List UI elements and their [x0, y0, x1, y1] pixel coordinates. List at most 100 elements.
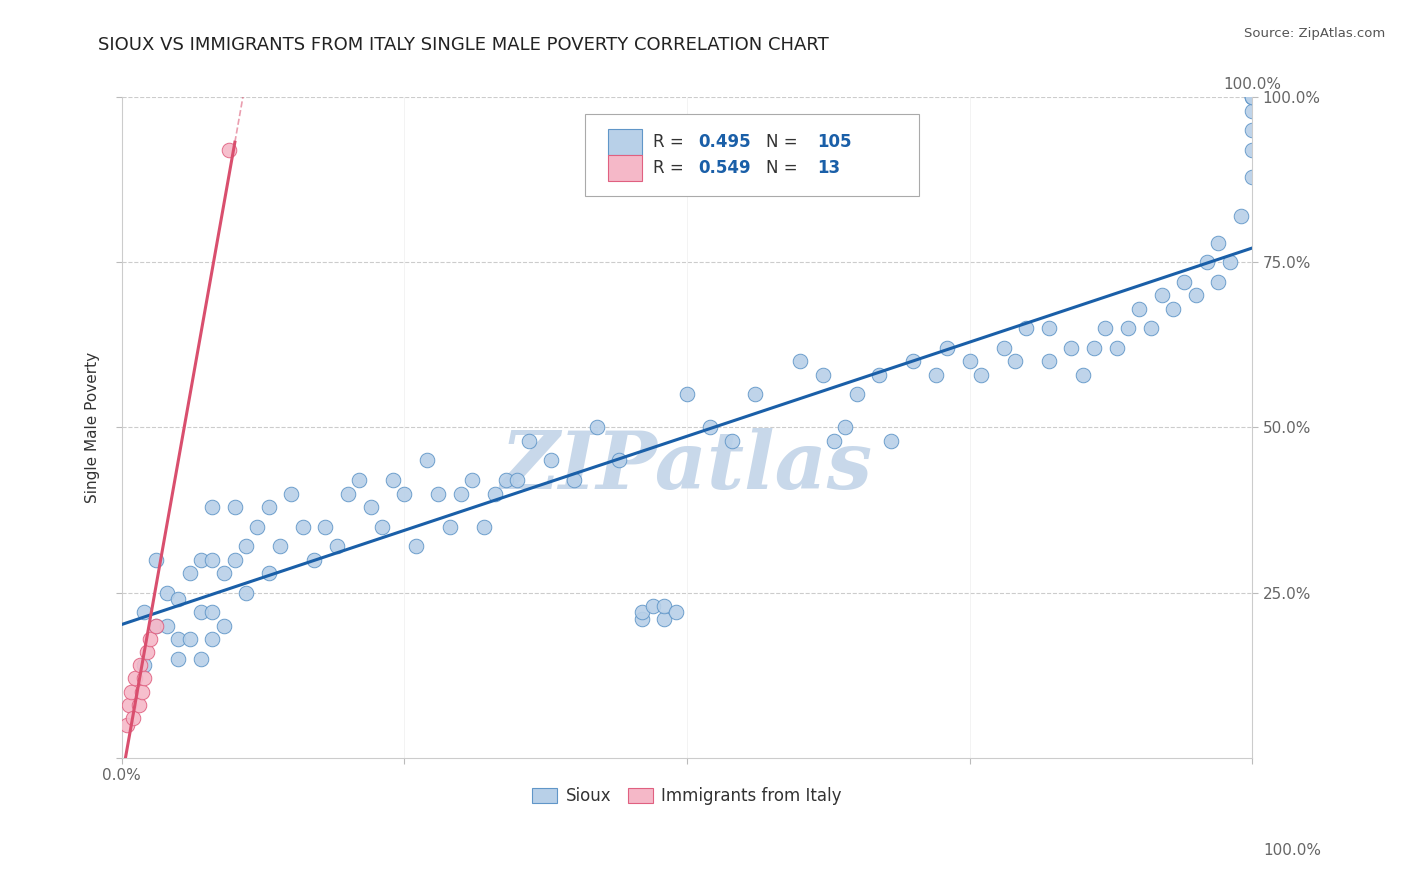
Point — [360, 500, 382, 514]
Point — [1197, 255, 1219, 269]
FancyBboxPatch shape — [585, 114, 918, 196]
Point — [699, 420, 721, 434]
Point — [156, 618, 179, 632]
Point — [347, 473, 370, 487]
Point — [134, 606, 156, 620]
Point — [394, 486, 416, 500]
Point — [336, 486, 359, 500]
Text: N =: N = — [766, 133, 803, 152]
Text: R =: R = — [654, 133, 689, 152]
Point — [314, 519, 336, 533]
Point — [676, 387, 699, 401]
Point — [235, 539, 257, 553]
Point — [224, 552, 246, 566]
Point — [1208, 275, 1230, 289]
Point — [811, 368, 834, 382]
Point — [134, 672, 156, 686]
Point — [416, 453, 439, 467]
Point — [970, 368, 993, 382]
Point — [1128, 301, 1150, 316]
Point — [156, 585, 179, 599]
Point — [179, 566, 201, 580]
Point — [439, 519, 461, 533]
Point — [834, 420, 856, 434]
Point — [823, 434, 845, 448]
Y-axis label: Single Male Poverty: Single Male Poverty — [86, 352, 100, 503]
Point — [1241, 123, 1264, 137]
Point — [145, 618, 167, 632]
Point — [131, 684, 153, 698]
Point — [201, 606, 224, 620]
Point — [1241, 103, 1264, 118]
Point — [201, 500, 224, 514]
Point — [901, 354, 924, 368]
Point — [879, 434, 901, 448]
Point — [721, 434, 744, 448]
Point — [224, 500, 246, 514]
Point — [145, 618, 167, 632]
Point — [1038, 354, 1060, 368]
Point — [382, 473, 405, 487]
Point — [1083, 341, 1105, 355]
Text: 0.549: 0.549 — [699, 159, 751, 177]
Point — [993, 341, 1015, 355]
Point — [1060, 341, 1083, 355]
Point — [167, 632, 190, 646]
Point — [1150, 288, 1173, 302]
Text: 0.495: 0.495 — [699, 133, 751, 152]
Point — [868, 368, 890, 382]
Point — [190, 651, 212, 665]
Point — [1208, 235, 1230, 250]
Point — [128, 698, 150, 712]
Point — [1094, 321, 1116, 335]
Point — [291, 519, 314, 533]
Point — [257, 500, 280, 514]
Point — [1219, 255, 1241, 269]
Point — [1241, 169, 1264, 184]
Point — [280, 486, 302, 500]
Point — [654, 599, 676, 613]
Point — [129, 658, 152, 673]
Point — [1230, 209, 1253, 223]
Point — [495, 473, 517, 487]
Text: SIOUX VS IMMIGRANTS FROM ITALY SINGLE MALE POVERTY CORRELATION CHART: SIOUX VS IMMIGRANTS FROM ITALY SINGLE MA… — [98, 36, 830, 54]
Point — [585, 420, 607, 434]
Point — [630, 606, 652, 620]
Point — [925, 368, 948, 382]
Point — [212, 566, 235, 580]
Point — [654, 612, 676, 626]
Point — [124, 672, 146, 686]
Point — [450, 486, 472, 500]
Point — [325, 539, 347, 553]
Point — [461, 473, 484, 487]
Point — [665, 606, 688, 620]
Legend: Sioux, Immigrants from Italy: Sioux, Immigrants from Italy — [526, 780, 848, 812]
Point — [1241, 90, 1264, 104]
Point — [371, 519, 394, 533]
Point — [167, 592, 190, 607]
Point — [145, 552, 167, 566]
Point — [1241, 90, 1264, 104]
Point — [201, 552, 224, 566]
Point — [936, 341, 959, 355]
Point — [235, 585, 257, 599]
Point — [1015, 321, 1038, 335]
Text: ZIPatlas: ZIPatlas — [501, 428, 873, 506]
Point — [212, 618, 235, 632]
Point — [122, 711, 145, 725]
Point — [190, 606, 212, 620]
Point — [269, 539, 291, 553]
Point — [959, 354, 981, 368]
Point — [201, 632, 224, 646]
Point — [744, 387, 766, 401]
Point — [117, 698, 139, 712]
Point — [1241, 143, 1264, 157]
FancyBboxPatch shape — [607, 129, 641, 155]
Point — [472, 519, 495, 533]
Point — [1139, 321, 1161, 335]
Point — [484, 486, 506, 500]
Point — [139, 632, 162, 646]
Point — [135, 645, 157, 659]
Point — [179, 632, 201, 646]
Point — [789, 354, 811, 368]
